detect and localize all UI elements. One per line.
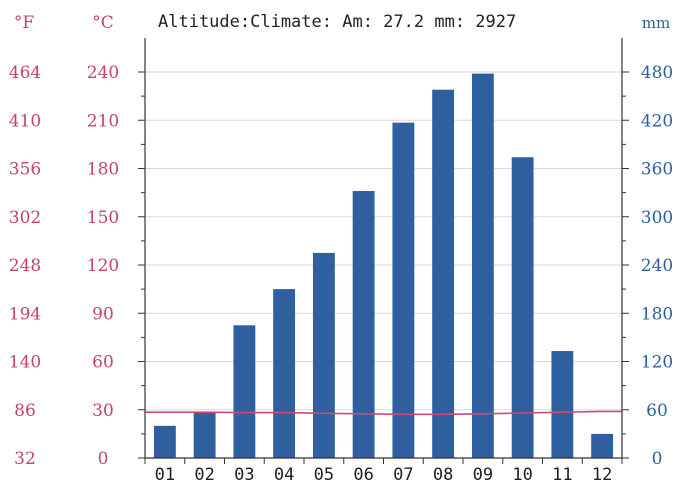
month-label: 02 [194,465,214,485]
month-label: 10 [512,465,532,485]
mm-tick-label: 420 [641,111,673,131]
month-label: 03 [234,465,254,485]
celsius-tick-label: 150 [87,208,119,228]
fahrenheit-tick-label: 140 [9,353,41,373]
precipitation-bar [392,122,415,458]
month-label: 07 [393,465,413,485]
precipitation-bar [193,412,216,458]
fahrenheit-tick-label: 248 [9,256,41,276]
month-label: 04 [274,465,294,485]
mm-tick-label: 360 [641,160,673,180]
celsius-tick-label: 210 [87,111,119,131]
fahrenheit-tick-label: 32 [14,449,36,469]
axes: 32 0 0 86 30 60 140 60 120 194 90 180 248 120 240 302 15… [9,38,673,485]
precipitation-bar [273,289,296,458]
mm-tick-label: 180 [641,304,673,324]
temperature-line [145,410,622,416]
precipitation-bar [471,73,494,458]
precipitation-bar [352,191,375,458]
precipitation-bar [153,425,176,458]
unit-mm: mm [642,14,670,32]
precipitation-bar [551,351,574,458]
celsius-tick-label: 30 [92,401,114,421]
fahrenheit-tick-label: 302 [9,208,41,228]
fahrenheit-tick-label: 356 [9,160,41,180]
chart-title: Altitude:Climate: Am: 27.2 mm: 2927 [158,12,516,32]
month-label: 11 [552,465,572,485]
precipitation-bar [233,325,256,458]
mm-tick-label: 0 [652,449,663,469]
celsius-tick-label: 240 [87,63,119,83]
temperature-line-layer [145,410,622,416]
celsius-tick-label: 60 [92,353,114,373]
mm-tick-label: 300 [641,208,673,228]
mm-tick-label: 480 [641,63,673,83]
month-label: 01 [155,465,175,485]
mm-tick-label: 60 [646,401,668,421]
fahrenheit-tick-label: 410 [9,111,41,131]
month-label: 08 [433,465,453,485]
unit-celsius: °C [92,13,114,33]
celsius-tick-label: 90 [92,304,114,324]
fahrenheit-tick-label: 464 [9,63,41,83]
fahrenheit-tick-label: 86 [14,401,36,421]
precipitation-bar [312,252,335,458]
gridlines [145,71,622,411]
mm-tick-label: 120 [641,353,673,373]
month-label: 09 [473,465,493,485]
precipitation-bar [591,433,614,458]
celsius-tick-label: 180 [87,160,119,180]
celsius-tick-label: 120 [87,256,119,276]
month-label: 06 [353,465,373,485]
month-label: 12 [592,465,612,485]
precipitation-bars [153,73,614,459]
celsius-tick-label: 0 [98,449,109,469]
mm-tick-label: 240 [641,256,673,276]
precipitation-bar [511,157,534,458]
month-label: 05 [314,465,334,485]
unit-fahrenheit: °F [14,13,35,33]
precipitation-bar [432,89,455,459]
fahrenheit-tick-label: 194 [9,304,41,324]
